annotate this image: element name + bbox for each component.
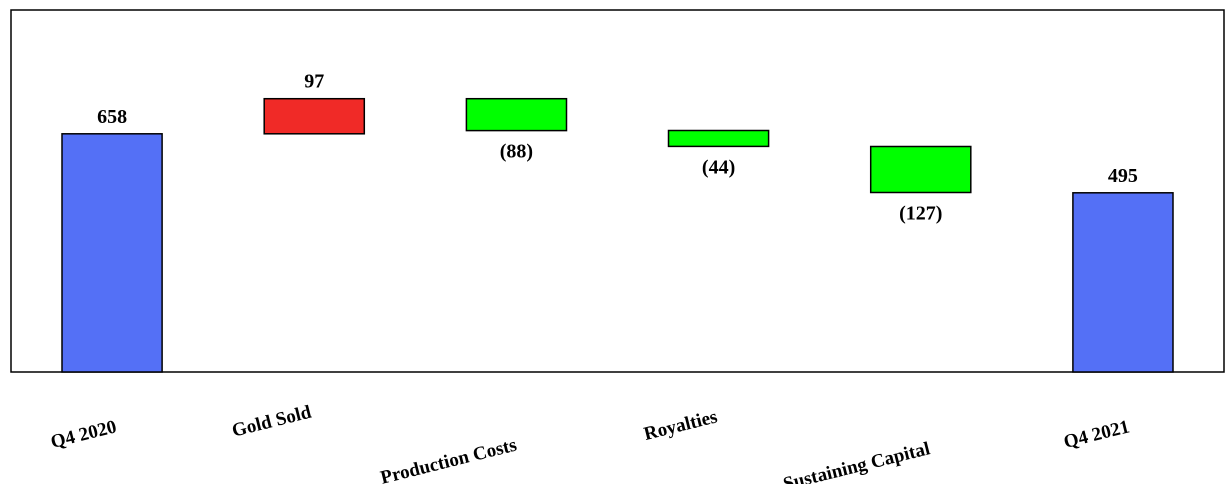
bar-production-costs xyxy=(465,97,568,132)
category-label: Sustaining Capital xyxy=(781,438,932,484)
category-label: Gold Sold xyxy=(230,402,314,442)
value-label: (127) xyxy=(899,202,942,224)
category-label: Q4 2021 xyxy=(1062,416,1132,453)
bar-royalties xyxy=(667,129,770,148)
bar-gold-sold xyxy=(263,97,366,135)
plot-frame xyxy=(10,9,1225,373)
value-label: 658 xyxy=(97,106,127,128)
value-label: 97 xyxy=(304,71,324,93)
value-label: 495 xyxy=(1108,165,1138,187)
category-label: Q4 2020 xyxy=(49,416,119,453)
bar-q4-2020 xyxy=(61,133,163,373)
bar-sustaining-capital xyxy=(869,145,972,194)
value-label: (88) xyxy=(500,141,533,163)
category-label: Production Costs xyxy=(378,435,518,484)
category-label: Royalties xyxy=(642,406,720,445)
value-label: (44) xyxy=(702,157,735,179)
bar-q4-2021 xyxy=(1072,192,1174,373)
